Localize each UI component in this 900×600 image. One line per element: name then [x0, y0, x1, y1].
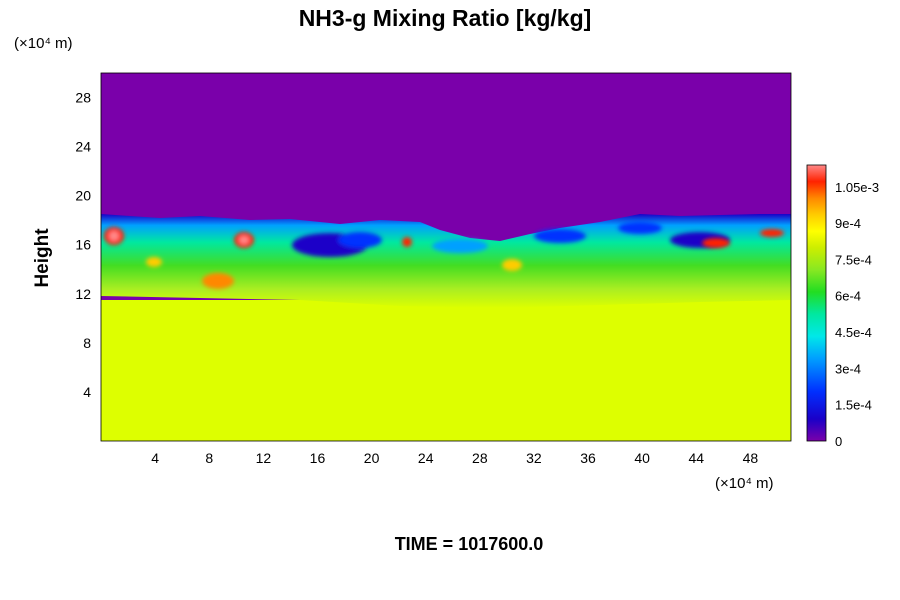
y-axis-unit: (×10⁴ m): [14, 35, 73, 52]
x-tick-label: 20: [364, 450, 380, 466]
x-tick-label: 36: [580, 450, 596, 466]
plot-area: [100, 72, 792, 442]
x-tick-label: 28: [472, 450, 488, 466]
x-tick-label: 48: [743, 450, 759, 466]
colorbar: [806, 164, 827, 442]
colorbar-tick-label: 0: [835, 434, 842, 449]
y-axis-label: Height: [32, 228, 53, 288]
y-tick-label: 12: [75, 286, 91, 302]
colorbar-tick-label: 1.05e-3: [835, 180, 879, 195]
plot-frame: [100, 72, 792, 442]
x-tick-label: 16: [310, 450, 326, 466]
x-tick-label: 44: [689, 450, 705, 466]
y-tick-label: 28: [75, 90, 91, 106]
y-tick-label: 8: [83, 335, 91, 351]
colorbar-tick-label: 1.5e-4: [835, 398, 872, 413]
y-axis-ticks: 4 8 12 16 20 24 28: [75, 90, 91, 400]
x-tick-label: 40: [634, 450, 650, 466]
mixing-layer: [101, 214, 791, 308]
x-axis-ticks: 4 8 12 16 20 24 28 32 36 40 44 48: [151, 450, 758, 466]
x-axis-unit: (×10⁴ m): [715, 475, 774, 492]
x-tick-label: 24: [418, 450, 434, 466]
colorbar-tick-label: 7.5e-4: [835, 252, 872, 267]
colorbar-tick-label: 4.5e-4: [835, 325, 872, 340]
x-tick-label: 8: [205, 450, 213, 466]
y-tick-label: 20: [75, 188, 91, 204]
y-tick-label: 24: [75, 139, 91, 155]
x-tick-label: 32: [526, 450, 542, 466]
x-tick-label: 12: [256, 450, 272, 466]
time-label: TIME = 1017600.0: [395, 534, 544, 554]
y-tick-label: 16: [75, 237, 91, 253]
lower-layer: [101, 300, 791, 441]
colorbar-tick-label: 3e-4: [835, 361, 861, 376]
colorbar-ticks: 0 1.5e-4 3e-4 4.5e-4 6e-4 7.5e-4 9e-4 1.05e-3: [835, 180, 879, 449]
colorbar-tick-label: 6e-4: [835, 289, 861, 304]
colorbar-tick-label: 9e-4: [835, 216, 861, 231]
low-concentration-patches: [292, 222, 730, 257]
chart-title: NH3-g Mixing Ratio [kg/kg]: [299, 5, 592, 31]
x-tick-label: 4: [151, 450, 159, 466]
high-concentration-patches: [104, 227, 784, 289]
y-tick-label: 4: [83, 384, 91, 400]
